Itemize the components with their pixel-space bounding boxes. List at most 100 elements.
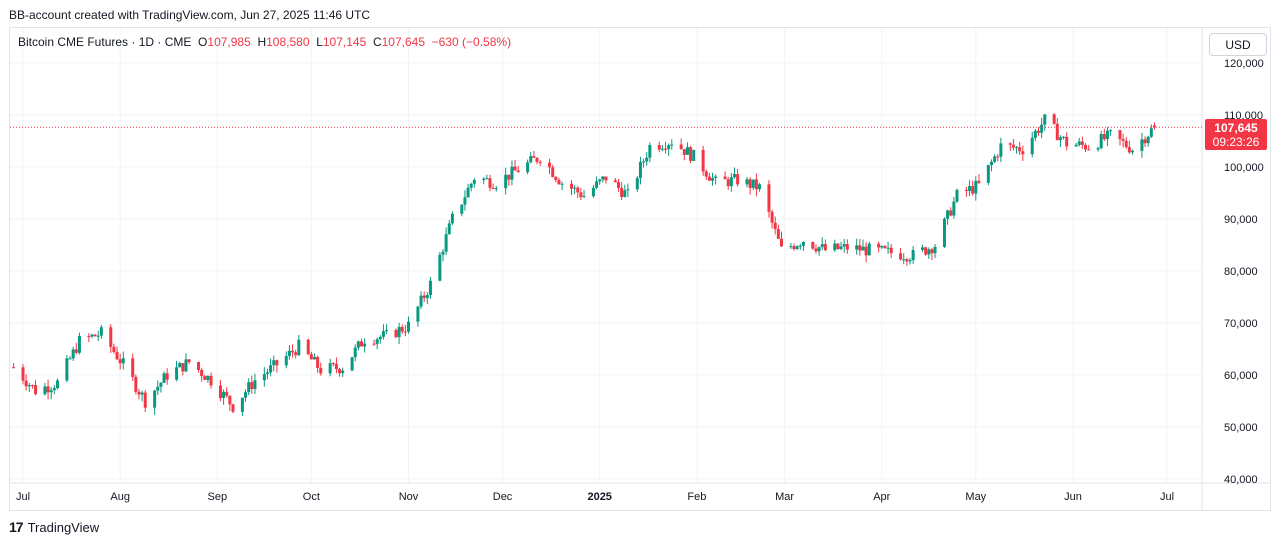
- candle-body: [381, 331, 385, 337]
- candle-body: [726, 179, 730, 187]
- candle-body: [911, 249, 915, 261]
- time-axis[interactable]: Jul Aug Sep Oct Nov Dec 2025 Feb Mar Apr May Jun Jul: [16, 491, 1174, 503]
- candle-body: [538, 161, 542, 163]
- candle-body: [1008, 143, 1012, 145]
- candle-body: [993, 156, 997, 162]
- candlestick-chart[interactable]: 40,000 50,000 60,000 70,000 80,000 90,000 100,…: [10, 28, 1270, 510]
- candle-body: [1099, 134, 1103, 149]
- candle-body: [855, 245, 859, 250]
- candle-body: [400, 327, 404, 332]
- candle-body: [65, 358, 69, 381]
- candle-body: [670, 144, 674, 146]
- candle-body: [648, 144, 652, 158]
- candle-body: [886, 247, 890, 249]
- candle-body: [971, 186, 975, 194]
- y-tick-label: 80,000: [1224, 266, 1258, 278]
- candle-body: [638, 161, 642, 179]
- candle-body: [1149, 128, 1153, 137]
- candle-body: [1152, 125, 1156, 128]
- candle-body: [46, 386, 50, 393]
- candle-body: [582, 196, 586, 198]
- candle-body: [789, 246, 793, 248]
- candle-body: [792, 246, 796, 250]
- y-tick-label: 120,000: [1224, 58, 1264, 70]
- grid-lines: [10, 28, 1270, 510]
- candle-body: [187, 359, 191, 363]
- candle-body: [1118, 130, 1122, 140]
- candle-body: [569, 183, 573, 189]
- candle-body: [858, 245, 862, 251]
- candle-body: [591, 187, 595, 197]
- candle-body: [657, 144, 661, 150]
- candle-body: [1109, 130, 1113, 132]
- tradingview-mark-icon: 17: [9, 519, 24, 535]
- low-value: 107,145: [322, 35, 367, 49]
- change-value: −630 (−0.58%): [431, 35, 512, 49]
- high-value: 108,580: [266, 35, 310, 49]
- candle-body: [240, 397, 244, 412]
- candle-body: [613, 180, 617, 183]
- candle-body: [334, 363, 338, 370]
- candle-body: [112, 346, 116, 352]
- candle-body: [312, 356, 316, 360]
- x-tick-label: Sep: [208, 491, 228, 503]
- candle-body: [930, 249, 934, 254]
- candle-body: [178, 363, 182, 368]
- candle-body: [27, 385, 31, 387]
- candle-body: [798, 245, 802, 247]
- candle-body: [203, 376, 207, 380]
- candle-body: [316, 356, 320, 368]
- candle-body: [679, 144, 683, 150]
- candle-body: [682, 149, 686, 155]
- candle-body: [754, 179, 758, 190]
- candle-body: [964, 189, 968, 192]
- candle-body: [74, 349, 78, 353]
- candle-body: [1040, 124, 1044, 133]
- candle-body: [184, 359, 188, 372]
- candle-body: [353, 347, 357, 358]
- candle-body: [736, 174, 740, 185]
- candle-body: [247, 382, 251, 393]
- candle-body: [927, 249, 931, 255]
- candle-body: [206, 375, 210, 380]
- candle-body: [250, 382, 254, 390]
- candle-body: [209, 375, 213, 386]
- candle-body: [996, 156, 1000, 158]
- candle-body: [535, 157, 539, 162]
- candle-body: [356, 341, 360, 348]
- candle-body: [1062, 136, 1066, 138]
- candle-body: [845, 244, 849, 250]
- candle-body: [1127, 147, 1131, 153]
- y-tick-label: 40,000: [1224, 474, 1258, 486]
- candle-body: [1065, 136, 1069, 147]
- price-axis[interactable]: 40,000 50,000 60,000 70,000 80,000 90,000 100,…: [1224, 58, 1264, 486]
- candle-body: [598, 179, 602, 182]
- candle-body: [817, 247, 821, 252]
- candle-body: [143, 392, 147, 408]
- candle-body: [767, 184, 771, 212]
- candle-body: [1102, 134, 1106, 140]
- candle-body: [359, 341, 363, 347]
- symbol-name[interactable]: Bitcoin CME Futures · 1D · CME: [18, 35, 192, 49]
- candle-body: [576, 187, 580, 193]
- y-tick-label: 90,000: [1224, 214, 1258, 226]
- candle-body: [560, 183, 564, 185]
- candle-body: [955, 189, 959, 202]
- candle-body: [1030, 137, 1034, 155]
- candle-body: [1074, 144, 1078, 147]
- currency-button[interactable]: USD: [1209, 33, 1267, 56]
- tradingview-logo[interactable]: 17 TradingView: [9, 519, 99, 535]
- candle-body: [626, 189, 630, 191]
- candle-body: [1096, 148, 1100, 150]
- candle-body: [43, 386, 47, 395]
- candle-body: [253, 380, 257, 390]
- candle-body: [526, 162, 530, 173]
- candle-body: [664, 148, 668, 150]
- candle-body: [287, 350, 291, 357]
- candle-body: [685, 147, 689, 155]
- candle-body: [924, 247, 928, 255]
- candle-body: [902, 259, 906, 261]
- candle-body: [469, 183, 473, 188]
- candle-body: [510, 166, 514, 180]
- candle-body: [999, 143, 1003, 157]
